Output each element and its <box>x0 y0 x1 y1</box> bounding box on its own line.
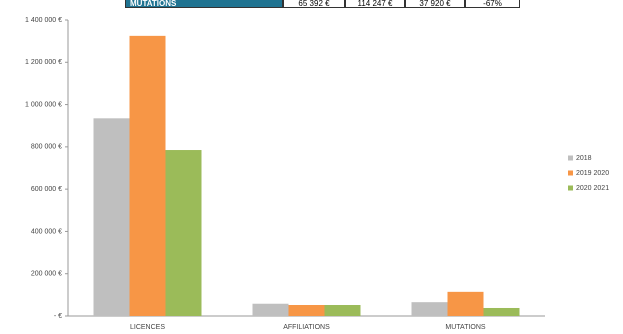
table-row: MUTATIONS 65 392 € 114 247 € 37 920 € -6… <box>125 0 520 8</box>
x-tick-label: MUTATIONS <box>445 324 486 331</box>
legend-swatch <box>568 170 573 176</box>
x-tick-label: LICENCES <box>130 324 165 331</box>
y-tick-label: 400 000 € <box>31 228 62 235</box>
y-tick-label: 600 000 € <box>31 186 62 193</box>
bar <box>411 302 448 316</box>
bar <box>129 35 166 316</box>
bar <box>483 307 520 316</box>
y-tick-label: 1 200 000 € <box>25 59 62 66</box>
y-tick-label: 200 000 € <box>31 271 62 278</box>
table-cell: MUTATIONS <box>125 0 283 8</box>
table-cell: 114 247 € <box>345 0 405 8</box>
bar <box>93 118 130 316</box>
bar <box>165 150 202 316</box>
legend-label: 2018 <box>576 155 592 162</box>
y-tick-label: 1 400 000 € <box>25 17 62 24</box>
table-cell: 37 920 € <box>405 0 465 8</box>
x-tick-label: AFFILIATIONS <box>283 324 330 331</box>
table-cell: 65 392 € <box>283 0 345 8</box>
legend-label: 2019 2020 <box>576 170 609 177</box>
bar <box>252 303 289 316</box>
y-tick-label: 800 000 € <box>31 144 62 151</box>
table-cell: -67% <box>465 0 520 8</box>
legend-swatch <box>568 185 573 191</box>
bar <box>447 291 484 316</box>
bar <box>324 305 361 316</box>
legend-swatch <box>568 155 573 161</box>
legend-label: 2020 2021 <box>576 185 609 192</box>
y-tick-label: - € <box>54 313 62 320</box>
bar <box>288 305 325 316</box>
y-tick-label: 1 000 000 € <box>25 101 62 108</box>
